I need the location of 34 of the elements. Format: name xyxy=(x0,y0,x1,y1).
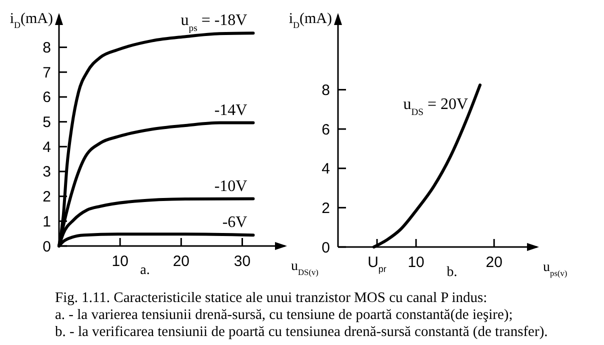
y-tick-label: 4 xyxy=(322,160,330,178)
y-tick-label: 7 xyxy=(42,64,51,82)
y-tick-label: 0 xyxy=(42,238,51,256)
y-tick-label: 1 xyxy=(42,213,51,230)
x-tick-label: 20 xyxy=(486,254,502,271)
y-tick-label: 3 xyxy=(42,164,51,181)
series-label: -14V xyxy=(214,102,248,119)
y-tick-label: 6 xyxy=(322,121,330,138)
text: b. - la verificarea tensiunii de poartă cu tensiunea drenă-sursă constantă (de transfer). xyxy=(55,324,548,340)
text: a. - la varierea tensiunii drenă-sursă, cu tensiune de poartă constantă(de ieşire); xyxy=(55,307,513,323)
y-tick-label: 8 xyxy=(322,82,330,99)
series-label: -10V xyxy=(214,178,248,195)
x-tick-label: 10 xyxy=(112,253,128,270)
y-axis-title: i$_{D}$(mA) xyxy=(10,11,53,30)
y-axis-title: i$_{D}$(mA) xyxy=(288,11,332,30)
y-tick-label: 4 xyxy=(42,138,51,156)
y-tick-label: 5 xyxy=(42,114,51,132)
series-label: u$_{ps}$ = -18V xyxy=(180,12,248,34)
x-tick-label: 10 xyxy=(408,254,424,271)
text: b. xyxy=(446,265,458,280)
x-tick-label: 30 xyxy=(234,253,251,270)
y-tick-label: 0 xyxy=(322,239,330,256)
series-label: u$_{DS}$ = 20V xyxy=(403,96,468,118)
text: a. xyxy=(140,263,150,278)
x-tick-label: 20 xyxy=(172,253,190,270)
x-axis-title: u$_{ps(v)}$ xyxy=(543,260,568,278)
y-tick-label: 8 xyxy=(42,40,51,57)
y-tick-label: 2 xyxy=(42,188,51,206)
x-tick-label: U$_{pr}$ xyxy=(368,254,386,274)
x-axis-title: u$_{DS(v)}$ xyxy=(291,259,319,276)
y-tick-label: 6 xyxy=(42,89,51,106)
y-tick-label: 2 xyxy=(322,200,330,217)
caption: Fig. 1.11. Caracteristicile statice ale unui tranzistor MOS cu canal P indus: xyxy=(55,290,488,306)
series-label: -6V xyxy=(222,214,248,232)
